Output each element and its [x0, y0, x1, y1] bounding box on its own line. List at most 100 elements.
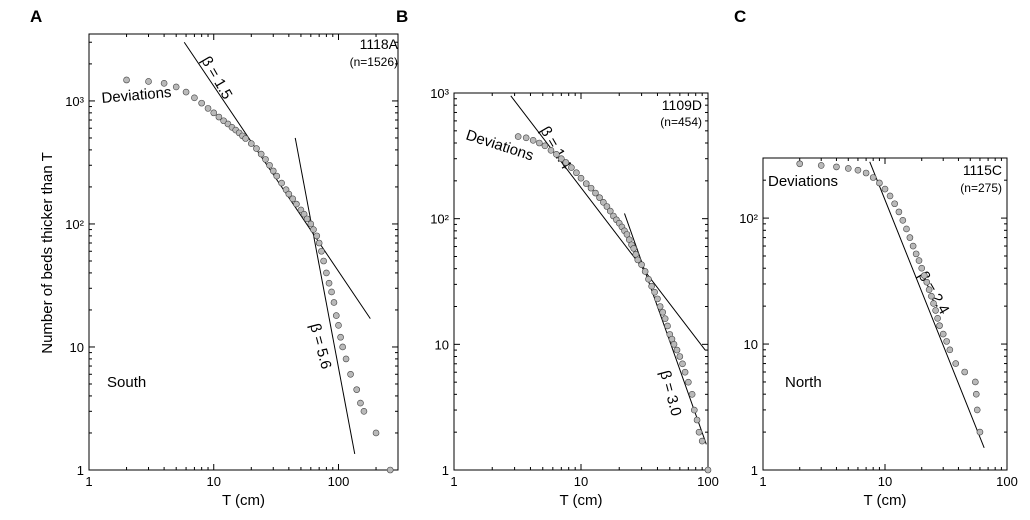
x-tick-label: 100 [996, 474, 1018, 489]
y-tick-label: 1 [442, 463, 449, 478]
data-point [939, 330, 947, 338]
x-axis-title: T (cm) [222, 492, 265, 509]
data-point [932, 307, 939, 314]
y-tick-label: 10³ [65, 94, 84, 109]
site-label: 1118A [360, 36, 399, 52]
data-point [903, 225, 910, 233]
data-point [606, 207, 614, 215]
data-point [915, 257, 923, 264]
x-tick-label: 1 [450, 474, 457, 489]
data-point [943, 338, 950, 345]
data-point [123, 76, 130, 84]
data-point [923, 278, 931, 286]
fit-label: β = 1.4 [537, 124, 575, 173]
count-label: (n=454) [660, 115, 702, 129]
data-point [253, 145, 260, 152]
data-point [262, 156, 269, 163]
panel-letter: A [30, 7, 42, 26]
x-axis-title: T (cm) [559, 492, 602, 509]
data-point [844, 165, 852, 172]
y-tick-label: 10 [435, 337, 449, 352]
data-point [541, 142, 549, 150]
data-point [210, 109, 218, 117]
y-tick-label: 10 [70, 340, 84, 355]
data-point [242, 135, 249, 142]
data-point [328, 288, 335, 296]
data-point [562, 159, 570, 166]
data-point [289, 195, 297, 203]
fit-line [183, 41, 371, 319]
count-label: (n=275) [960, 181, 1002, 195]
y-tick-label: 10² [430, 212, 449, 227]
data-point [925, 286, 933, 294]
x-tick-label: 10 [574, 474, 588, 489]
data-point [921, 272, 928, 279]
x-tick-label: 10 [207, 474, 221, 489]
data-point [320, 257, 327, 265]
deviations-label: Deviations [464, 127, 536, 165]
panel-b: B 1 10 100 1 10 10² 10³ T (cm) β = 1.4 β = 3.0 1109… [396, 7, 719, 509]
data-point [641, 268, 649, 275]
data-point [386, 466, 394, 474]
data-point [182, 88, 190, 96]
data-point [648, 282, 655, 290]
data-point [310, 226, 317, 233]
data-point [976, 428, 984, 436]
data-point [313, 232, 321, 240]
data-point [681, 368, 689, 376]
fit-label: β = 5.6 [306, 322, 334, 371]
data-point [961, 368, 968, 376]
data-point [215, 113, 223, 121]
data-point [568, 164, 575, 171]
data-point [536, 139, 543, 147]
data-point [928, 292, 935, 300]
data-point [323, 269, 330, 277]
data-point [145, 78, 152, 85]
data-point [332, 312, 340, 319]
data-point [679, 360, 686, 368]
x-tick-label: 1 [759, 474, 766, 489]
x-tick-label: 100 [697, 474, 719, 489]
x-tick-label: 10 [878, 474, 892, 489]
site-label: 1115C [963, 162, 1002, 178]
data-point [587, 184, 595, 192]
data-point [817, 162, 825, 169]
data-point [946, 346, 954, 354]
data-point [909, 242, 917, 250]
data-point [522, 134, 530, 142]
data-point [688, 391, 696, 398]
data-point [347, 370, 354, 378]
data-point [266, 161, 273, 169]
data-point [307, 220, 315, 228]
data-point [220, 117, 227, 125]
data-point [315, 239, 323, 247]
y-tick-label: 1 [751, 463, 758, 478]
data-point [685, 378, 692, 386]
data-point [693, 416, 701, 424]
data-point [876, 179, 883, 187]
data-point [673, 346, 681, 354]
data-point [632, 251, 640, 258]
data-point [335, 322, 342, 329]
data-point [862, 169, 870, 177]
data-point [973, 406, 981, 414]
y-tick-label: 10 [744, 337, 758, 352]
panel-letter: C [734, 7, 746, 26]
data-point [906, 234, 914, 241]
data-point [899, 217, 907, 224]
fit-line [510, 95, 706, 351]
data-point [912, 250, 920, 258]
data-point [603, 203, 611, 210]
count-label: (n=1526) [350, 55, 398, 69]
data-point [886, 192, 894, 200]
data-point [303, 215, 311, 223]
data-point [547, 146, 555, 154]
data-point [172, 83, 180, 91]
data-point [278, 179, 285, 187]
data-point [645, 275, 652, 283]
data-point [339, 343, 346, 351]
data-point [952, 360, 960, 367]
data-point [695, 428, 703, 436]
